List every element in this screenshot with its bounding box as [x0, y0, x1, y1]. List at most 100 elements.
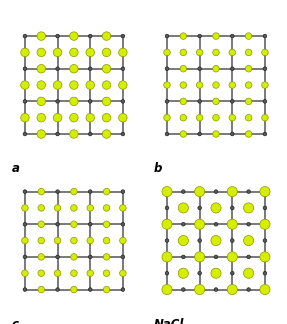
Circle shape	[103, 254, 110, 260]
Circle shape	[230, 132, 234, 136]
Circle shape	[86, 48, 94, 57]
Circle shape	[214, 255, 218, 259]
Circle shape	[165, 99, 169, 103]
Circle shape	[56, 34, 59, 38]
Circle shape	[86, 81, 94, 89]
Circle shape	[162, 219, 172, 229]
Circle shape	[213, 33, 219, 39]
Circle shape	[245, 114, 252, 121]
Circle shape	[211, 203, 221, 213]
Circle shape	[165, 67, 169, 71]
Circle shape	[38, 270, 44, 276]
Circle shape	[23, 67, 27, 71]
Circle shape	[22, 270, 28, 276]
Circle shape	[229, 82, 236, 88]
Circle shape	[230, 272, 234, 275]
Circle shape	[37, 64, 46, 73]
Circle shape	[71, 286, 77, 293]
Circle shape	[102, 81, 111, 89]
Circle shape	[103, 188, 110, 195]
Circle shape	[230, 206, 234, 210]
Circle shape	[23, 99, 27, 103]
Circle shape	[198, 206, 201, 210]
Circle shape	[244, 203, 254, 213]
Circle shape	[245, 82, 252, 88]
Circle shape	[230, 99, 234, 103]
Circle shape	[103, 221, 110, 227]
Circle shape	[21, 48, 29, 57]
Circle shape	[119, 48, 127, 57]
Circle shape	[180, 82, 187, 88]
Circle shape	[213, 65, 219, 72]
Circle shape	[165, 132, 169, 136]
Circle shape	[196, 114, 203, 121]
Circle shape	[195, 219, 205, 229]
Circle shape	[23, 190, 27, 193]
Circle shape	[70, 113, 78, 122]
Circle shape	[37, 48, 46, 57]
Circle shape	[88, 99, 92, 103]
Circle shape	[56, 255, 59, 259]
Circle shape	[165, 206, 169, 210]
Circle shape	[213, 49, 219, 56]
Circle shape	[87, 270, 94, 276]
Circle shape	[181, 190, 185, 193]
Circle shape	[88, 255, 92, 259]
Circle shape	[196, 82, 203, 88]
Circle shape	[230, 34, 234, 38]
Circle shape	[71, 221, 77, 227]
Circle shape	[196, 49, 203, 56]
Circle shape	[21, 113, 29, 122]
Circle shape	[37, 113, 46, 122]
Circle shape	[180, 33, 187, 39]
Circle shape	[198, 239, 201, 242]
Circle shape	[71, 205, 77, 211]
Text: c: c	[11, 318, 18, 324]
Circle shape	[195, 252, 205, 262]
Text: b: b	[154, 162, 162, 175]
Circle shape	[263, 239, 267, 242]
Circle shape	[22, 205, 28, 211]
Circle shape	[198, 34, 201, 38]
Circle shape	[88, 67, 92, 71]
Circle shape	[121, 34, 125, 38]
Circle shape	[21, 81, 29, 89]
Circle shape	[70, 32, 78, 40]
Circle shape	[180, 49, 187, 56]
Circle shape	[56, 190, 59, 193]
Circle shape	[71, 237, 77, 244]
Circle shape	[37, 130, 46, 138]
Circle shape	[119, 113, 127, 122]
Circle shape	[23, 288, 27, 291]
Circle shape	[260, 219, 270, 229]
Circle shape	[121, 132, 125, 136]
Circle shape	[88, 34, 92, 38]
Circle shape	[23, 132, 27, 136]
Circle shape	[181, 255, 185, 259]
Circle shape	[213, 82, 219, 88]
Circle shape	[70, 130, 78, 138]
Circle shape	[53, 113, 62, 122]
Circle shape	[245, 49, 252, 56]
Circle shape	[120, 237, 126, 244]
Circle shape	[87, 205, 94, 211]
Circle shape	[263, 67, 267, 71]
Circle shape	[121, 223, 125, 226]
Circle shape	[230, 67, 234, 71]
Circle shape	[244, 268, 254, 278]
Circle shape	[245, 33, 252, 39]
Circle shape	[245, 65, 252, 72]
Circle shape	[162, 187, 172, 197]
Circle shape	[71, 188, 77, 195]
Circle shape	[262, 82, 268, 88]
Circle shape	[88, 132, 92, 136]
Circle shape	[70, 97, 78, 106]
Circle shape	[87, 237, 94, 244]
Circle shape	[164, 114, 170, 121]
Circle shape	[260, 252, 270, 262]
Circle shape	[247, 288, 251, 291]
Circle shape	[102, 48, 111, 57]
Circle shape	[37, 32, 46, 40]
Circle shape	[23, 255, 27, 259]
Circle shape	[195, 284, 205, 295]
